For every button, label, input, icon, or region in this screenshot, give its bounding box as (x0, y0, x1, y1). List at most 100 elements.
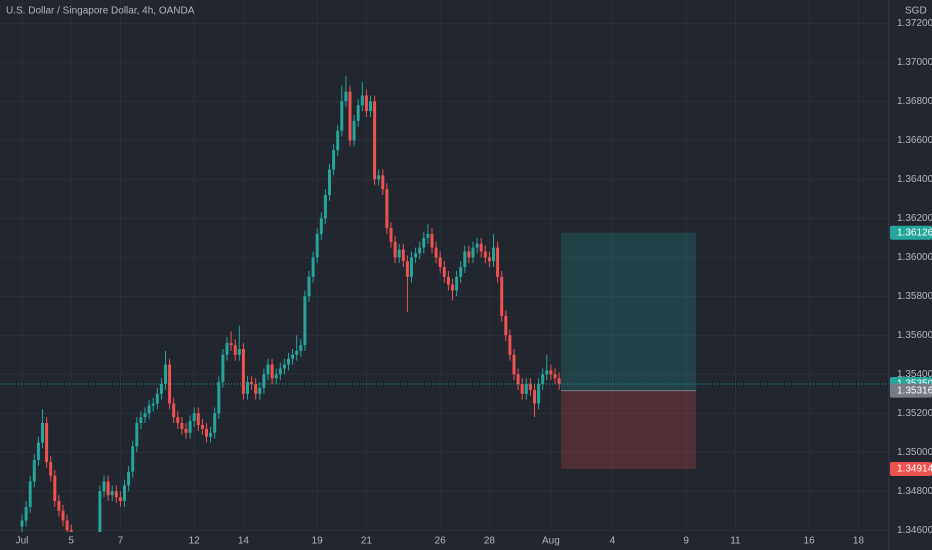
x-tick-label: 16 (804, 536, 816, 547)
candle-body (176, 417, 180, 424)
x-tick-label: Aug (542, 536, 560, 547)
candle-body (254, 384, 258, 394)
candle-body (451, 284, 454, 291)
candle-body (471, 247, 475, 258)
candle-body (221, 354, 225, 383)
candle-body (405, 261, 409, 277)
candle-body (323, 194, 327, 219)
y-tick-label: 1.34600 (897, 525, 932, 536)
candle-body (328, 169, 331, 195)
candle-body (418, 247, 422, 254)
candle-body (139, 417, 143, 424)
candle-body (459, 267, 463, 277)
candle-body (557, 378, 561, 385)
y-tick-label: 1.35400 (897, 369, 932, 380)
candle-body (155, 393, 159, 404)
candle-body (114, 491, 118, 498)
y-tick-label: 1.35600 (897, 330, 932, 341)
y-tick-label: 1.35200 (897, 408, 932, 419)
candle-body (127, 471, 131, 486)
x-tick-label: Jul (16, 536, 29, 547)
candle-body (41, 423, 44, 443)
y-tick-label: 1.37200 (897, 18, 932, 29)
candle-body (205, 428, 208, 437)
candle-body (528, 384, 532, 390)
x-tick-label: 12 (189, 536, 201, 547)
y-tick-label: 1.36600 (897, 135, 932, 146)
candle-body (32, 460, 36, 482)
x-tick-label: 9 (683, 536, 689, 547)
candle-body (414, 253, 418, 258)
candle-body (274, 374, 278, 379)
candle-body (106, 481, 110, 496)
candle-body (348, 91, 352, 141)
plot-area (0, 76, 889, 532)
candle-body (496, 247, 500, 277)
candle-body (295, 350, 299, 355)
candle-body (356, 105, 360, 121)
candle-body (291, 354, 295, 359)
profit-zone (561, 232, 697, 391)
candle-body (282, 364, 286, 369)
candle-body (315, 233, 319, 258)
candle-body (446, 276, 450, 285)
currency-label: SGD (905, 6, 927, 17)
candle-body (373, 101, 377, 180)
candle-body (53, 475, 57, 502)
candle-body (159, 384, 163, 394)
loss-zone (561, 390, 697, 470)
candle-body (541, 374, 545, 385)
candle-body (24, 506, 28, 521)
candle-body (241, 348, 245, 394)
candle-body (504, 315, 508, 336)
candle-body (397, 249, 401, 258)
candle-body (438, 257, 442, 268)
candle-body (200, 424, 204, 429)
candle-body (303, 296, 307, 346)
candle-body (135, 423, 139, 447)
candle-body (524, 384, 528, 394)
candle-body (352, 120, 356, 141)
candle-body (364, 95, 368, 112)
candle-body (344, 91, 348, 102)
candle-body (209, 432, 213, 437)
price-tag-label: 1.36126 (897, 227, 932, 238)
candle-body (49, 462, 53, 476)
candle-body (287, 358, 290, 365)
candle-body (147, 405, 151, 414)
candle-body (188, 421, 192, 433)
axes: 1.34600 1.34800 1.35000 1.35200 1.35400 1.356… (16, 18, 932, 547)
candle-body (102, 481, 106, 492)
candle-body (537, 384, 541, 404)
candle-body (217, 382, 221, 414)
candle-body (311, 257, 315, 277)
candle-body (168, 364, 172, 404)
x-tick-label: 7 (118, 536, 124, 547)
x-tick-label: 14 (238, 536, 250, 547)
candle-body (492, 247, 495, 262)
candle-body (487, 257, 491, 262)
price-tag-label: 1.35316 (897, 385, 932, 396)
candle-body (118, 497, 122, 502)
candle-body (377, 175, 381, 180)
candle-body (512, 354, 516, 375)
candle-body (110, 491, 114, 496)
candle-body (196, 413, 200, 425)
x-tick-label: 4 (610, 536, 616, 547)
candle-body (332, 150, 336, 170)
candle-body (479, 243, 483, 252)
candle-body (258, 387, 262, 394)
y-tick-label: 1.36400 (897, 174, 932, 185)
candle-body (426, 233, 430, 238)
candle-body (475, 243, 479, 248)
candle-body (57, 501, 61, 511)
candle-body (184, 428, 188, 433)
candle-body (389, 228, 393, 242)
candle-body (319, 218, 323, 234)
y-tick-label: 1.35800 (897, 291, 932, 302)
candle-body (270, 364, 274, 379)
candle-body (360, 95, 364, 106)
y-tick-label: 1.36200 (897, 213, 932, 224)
